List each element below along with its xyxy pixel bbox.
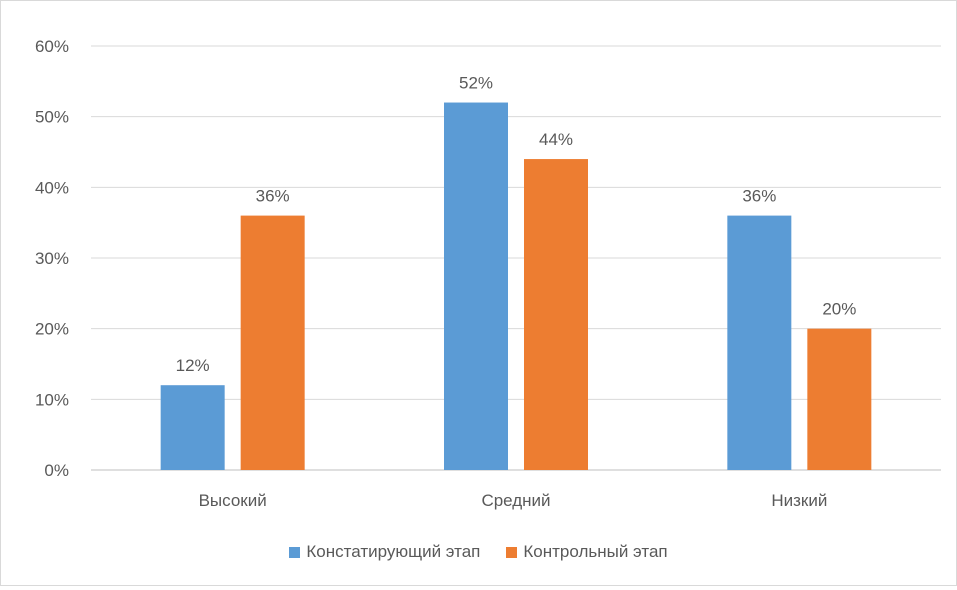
data-label: 36% <box>742 187 776 206</box>
data-label: 12% <box>176 356 210 375</box>
data-labels: 12% 36% 52% 44% 36% 20% <box>176 74 857 376</box>
y-axis-ticks: 0% 10% 20% 30% 40% 50% 60% <box>35 37 69 480</box>
y-tick-label: 50% <box>35 108 69 127</box>
legend-label-series-2: Контрольный этап <box>523 542 668 561</box>
x-tick-label: Высокий <box>199 491 267 510</box>
legend-item-series-1: Констатирующий этап <box>289 542 480 562</box>
y-tick-label: 40% <box>35 178 69 197</box>
data-label: 36% <box>256 187 290 206</box>
legend-swatch-series-2 <box>506 546 518 558</box>
legend-item-series-2: Контрольный этап <box>506 542 668 562</box>
legend: Констатирующий этап Контрольный этап <box>1 542 956 562</box>
bars <box>160 102 872 471</box>
y-tick-label: 20% <box>35 320 69 339</box>
y-tick-label: 10% <box>35 390 69 409</box>
x-axis-ticks: Высокий Средний Низкий <box>199 491 828 510</box>
y-tick-label: 0% <box>44 461 69 480</box>
bar-series-1-Высокий <box>160 385 225 470</box>
x-tick-label: Средний <box>481 491 550 510</box>
legend-label-series-1: Констатирующий этап <box>306 542 481 561</box>
data-label: 44% <box>539 130 573 149</box>
data-label: 20% <box>822 300 856 319</box>
gridlines <box>91 45 941 471</box>
legend-swatch-series-1 <box>289 546 301 558</box>
bar-series-2-Средний <box>524 159 588 471</box>
bar-series-1-Средний <box>444 102 508 471</box>
x-tick-label: Низкий <box>771 491 827 510</box>
y-tick-label: 60% <box>35 37 69 56</box>
bar-series-2-Высокий <box>240 215 305 470</box>
bar-series-2-Низкий <box>807 328 872 470</box>
bar-series-1-Низкий <box>727 215 792 470</box>
data-label: 52% <box>459 74 493 93</box>
y-tick-label: 30% <box>35 249 69 268</box>
